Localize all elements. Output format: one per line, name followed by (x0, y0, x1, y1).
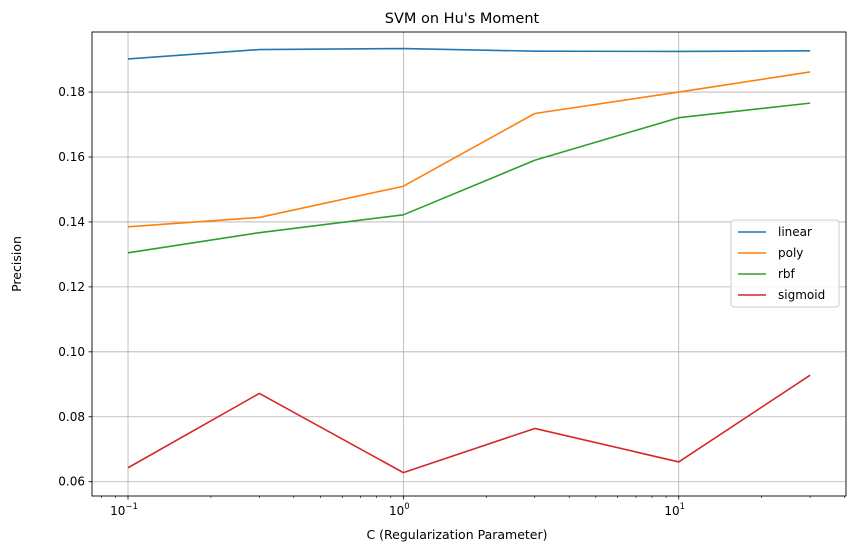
y-tick-label: 0.14 (58, 215, 85, 229)
y-axis-label: Precision (9, 236, 24, 292)
legend-label: sigmoid (778, 288, 825, 302)
y-tick-label: 0.08 (58, 410, 85, 424)
x-tick-base: 10 (389, 504, 404, 518)
y-tick-label: 0.18 (58, 85, 85, 99)
legend-label: rbf (778, 267, 796, 281)
y-tick-label: 0.10 (58, 345, 85, 359)
x-tick-label: 100 (389, 502, 410, 518)
x-tick-base: 10 (110, 504, 125, 518)
y-tick-label: 0.12 (58, 280, 85, 294)
series-line-sigmoid (127, 374, 811, 474)
legend-label: poly (778, 246, 803, 260)
plot-frame (91, 31, 847, 497)
legend-label: linear (778, 225, 812, 239)
x-tick-exponent: 1 (680, 502, 685, 512)
series-line-rbf (127, 102, 811, 254)
series-line-linear (127, 47, 811, 60)
x-axis-label: C (Regularization Parameter) (366, 527, 547, 542)
chart-title: SVM on Hu's Moment (385, 11, 540, 27)
y-tick-label: 0.16 (58, 150, 85, 164)
x-tick-exponent: 0 (404, 502, 409, 512)
x-tick-label: 10−1 (110, 502, 138, 518)
series-line-poly (127, 71, 811, 228)
series-lines (127, 47, 811, 474)
x-tick-label: 101 (664, 502, 685, 518)
x-tick-exponent: −1 (125, 502, 138, 512)
legend: linear poly rbf sigmoid (730, 219, 840, 308)
x-tick-base: 10 (664, 504, 679, 518)
legend-box (730, 219, 840, 308)
y-tick-label: 0.06 (58, 475, 85, 489)
